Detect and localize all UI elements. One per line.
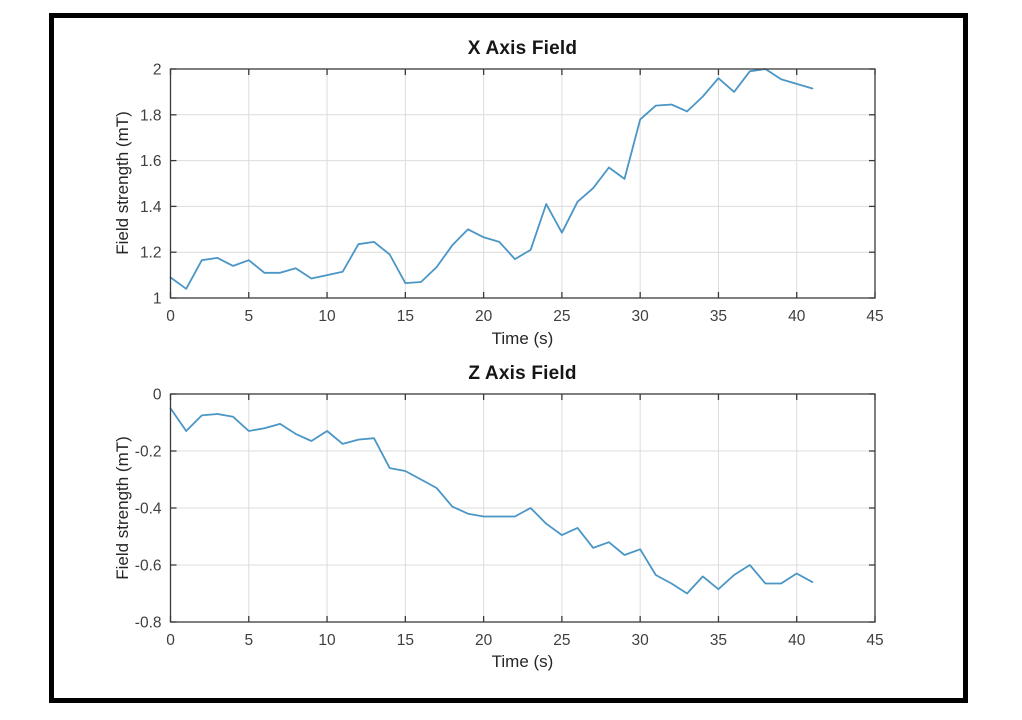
series-line-z-field: [169, 407, 814, 595]
y-tick-label: -0.4: [135, 501, 162, 518]
x-tick-label: 10: [318, 308, 336, 325]
axes-box: [169, 68, 876, 299]
x-tick-label: 15: [397, 632, 414, 649]
x-tick-label: 20: [475, 632, 493, 649]
y-axis-label-bottom: Field strength (mT): [113, 436, 132, 580]
y-tick-label: -0.8: [135, 615, 162, 632]
x-tick-label: 45: [866, 308, 883, 325]
x-tick-label: 30: [632, 308, 650, 325]
y-tick-label: 1: [153, 291, 162, 308]
y-tick-label: -0.2: [135, 444, 162, 461]
x-tick-label: 35: [710, 308, 727, 325]
x-tick-label: 40: [788, 632, 806, 649]
y-tick-label: 2: [153, 62, 162, 79]
y-tick-label: 0: [153, 387, 162, 404]
x-tick-label: 25: [553, 632, 570, 649]
x-tick-label: 0: [166, 632, 175, 649]
chart-title-x-axis-field: X Axis Field: [467, 38, 578, 59]
x-tick-label: 15: [397, 308, 414, 325]
y-tick-label: -0.6: [135, 558, 162, 575]
series-line-x-field: [169, 68, 814, 290]
x-tick-label: 35: [710, 632, 727, 649]
x-tick-label: 25: [553, 308, 570, 325]
y-tick-label: 1.4: [140, 199, 162, 216]
x-tick-label: 20: [475, 308, 493, 325]
y-tick-label: 1.8: [140, 107, 162, 124]
y-tick-label: 1.6: [140, 153, 162, 170]
x-tick-label: 40: [788, 308, 806, 325]
x-tick-label: 5: [244, 632, 253, 649]
x-axis-label-top: Time (s): [491, 329, 554, 348]
y-axis-label-top: Field strength (mT): [113, 111, 132, 255]
y-tick-label: 1.2: [140, 245, 162, 262]
x-tick-label: 5: [244, 308, 253, 325]
chart-title-z-axis-field: Z Axis Field: [468, 363, 577, 384]
x-tick-label: 45: [866, 632, 883, 649]
x-axis-label-bottom: Time (s): [491, 652, 554, 671]
x-tick-label: 0: [166, 308, 175, 325]
x-tick-label: 30: [632, 632, 650, 649]
figure-frame: [49, 13, 968, 703]
x-tick-label: 10: [318, 632, 336, 649]
